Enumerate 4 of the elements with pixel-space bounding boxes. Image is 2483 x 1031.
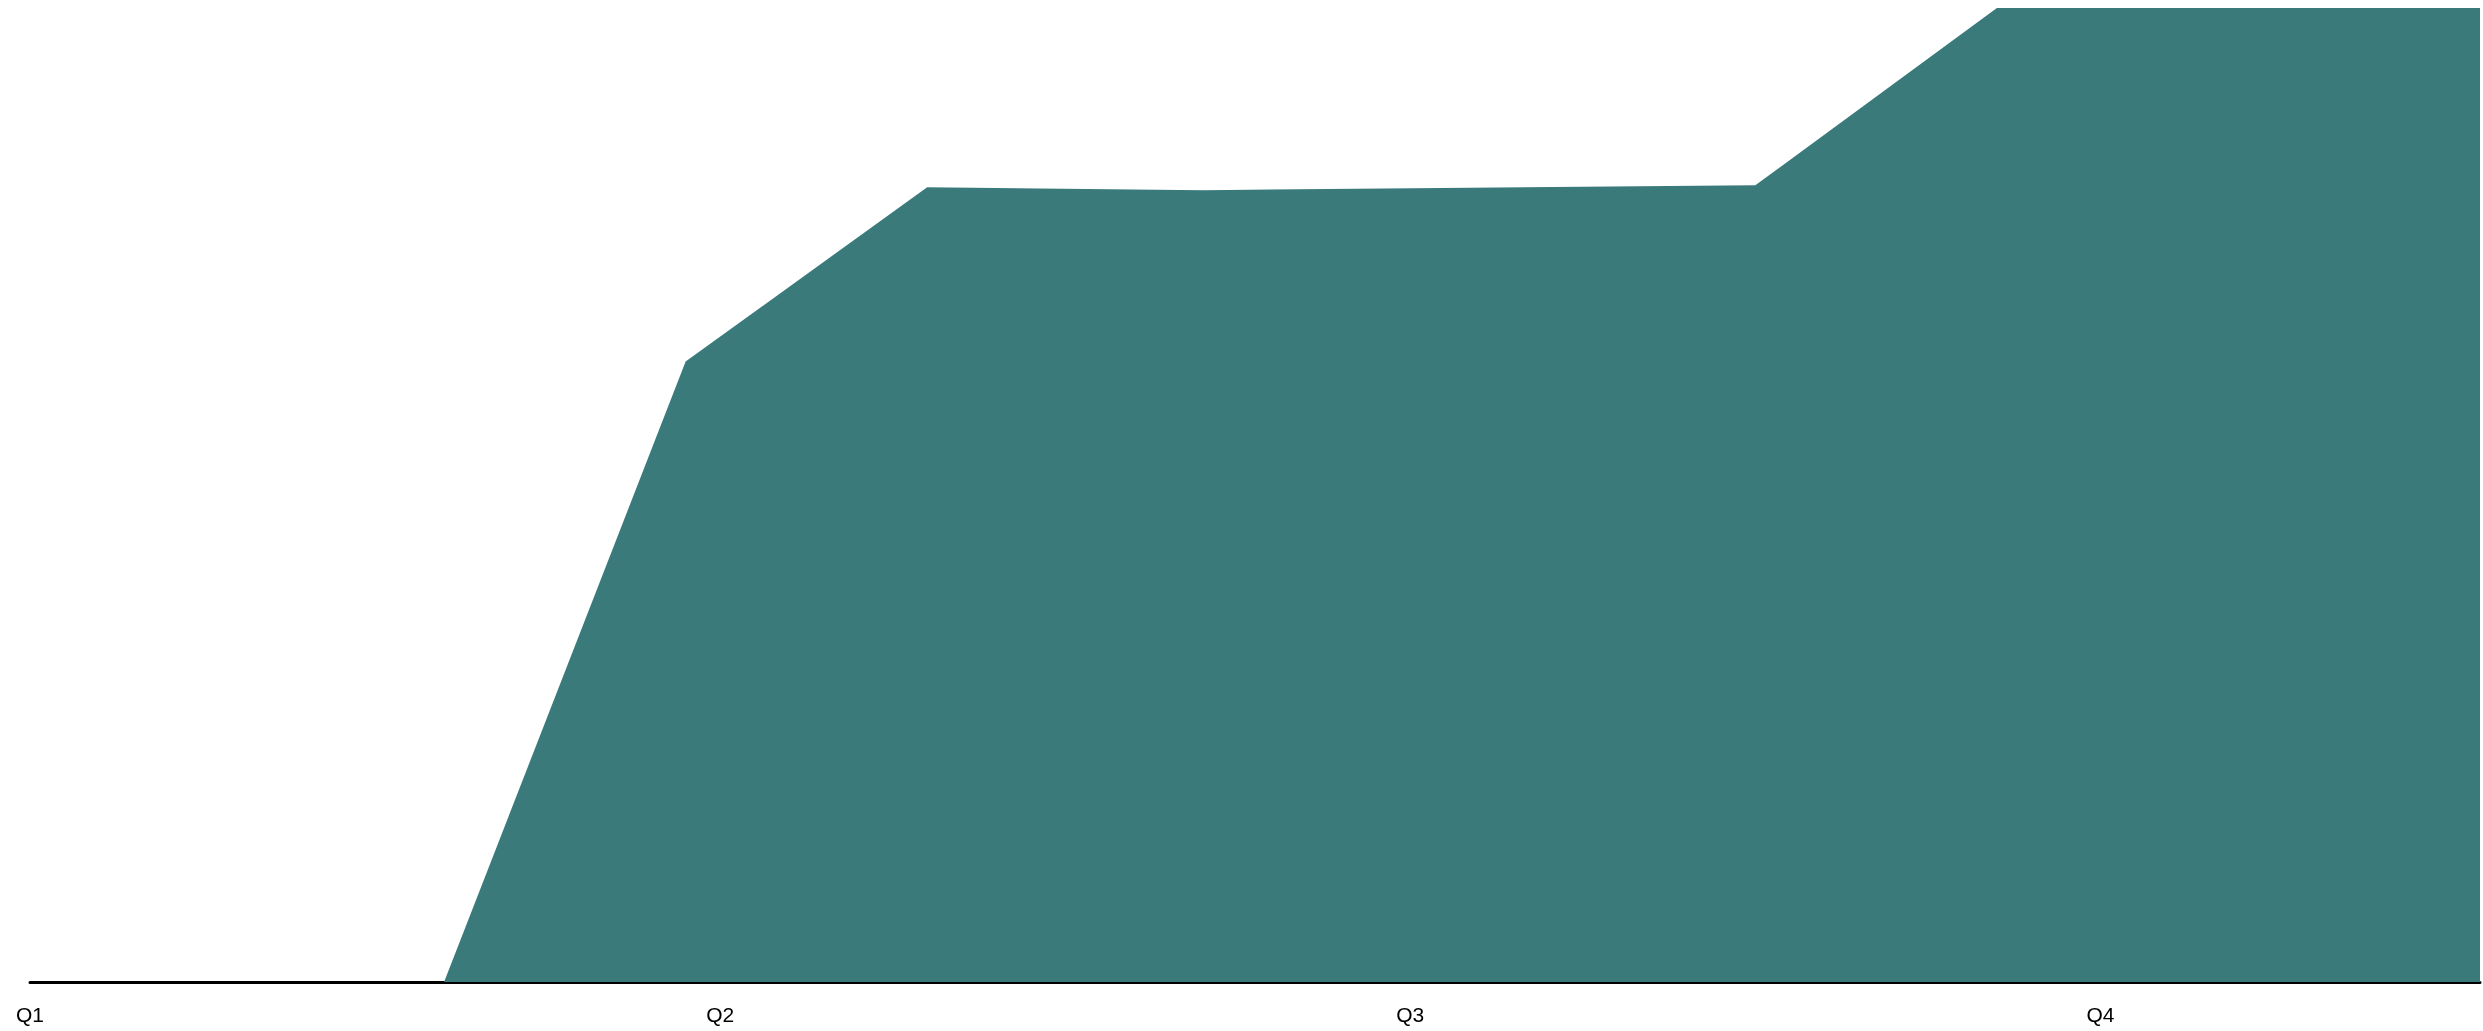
x-tick-label: Q3 <box>1396 1003 1425 1026</box>
x-tick-label: Q4 <box>2086 1003 2115 1026</box>
x-tick-label: Q2 <box>706 1003 735 1026</box>
x-tick-label: Q1 <box>15 1003 45 1026</box>
